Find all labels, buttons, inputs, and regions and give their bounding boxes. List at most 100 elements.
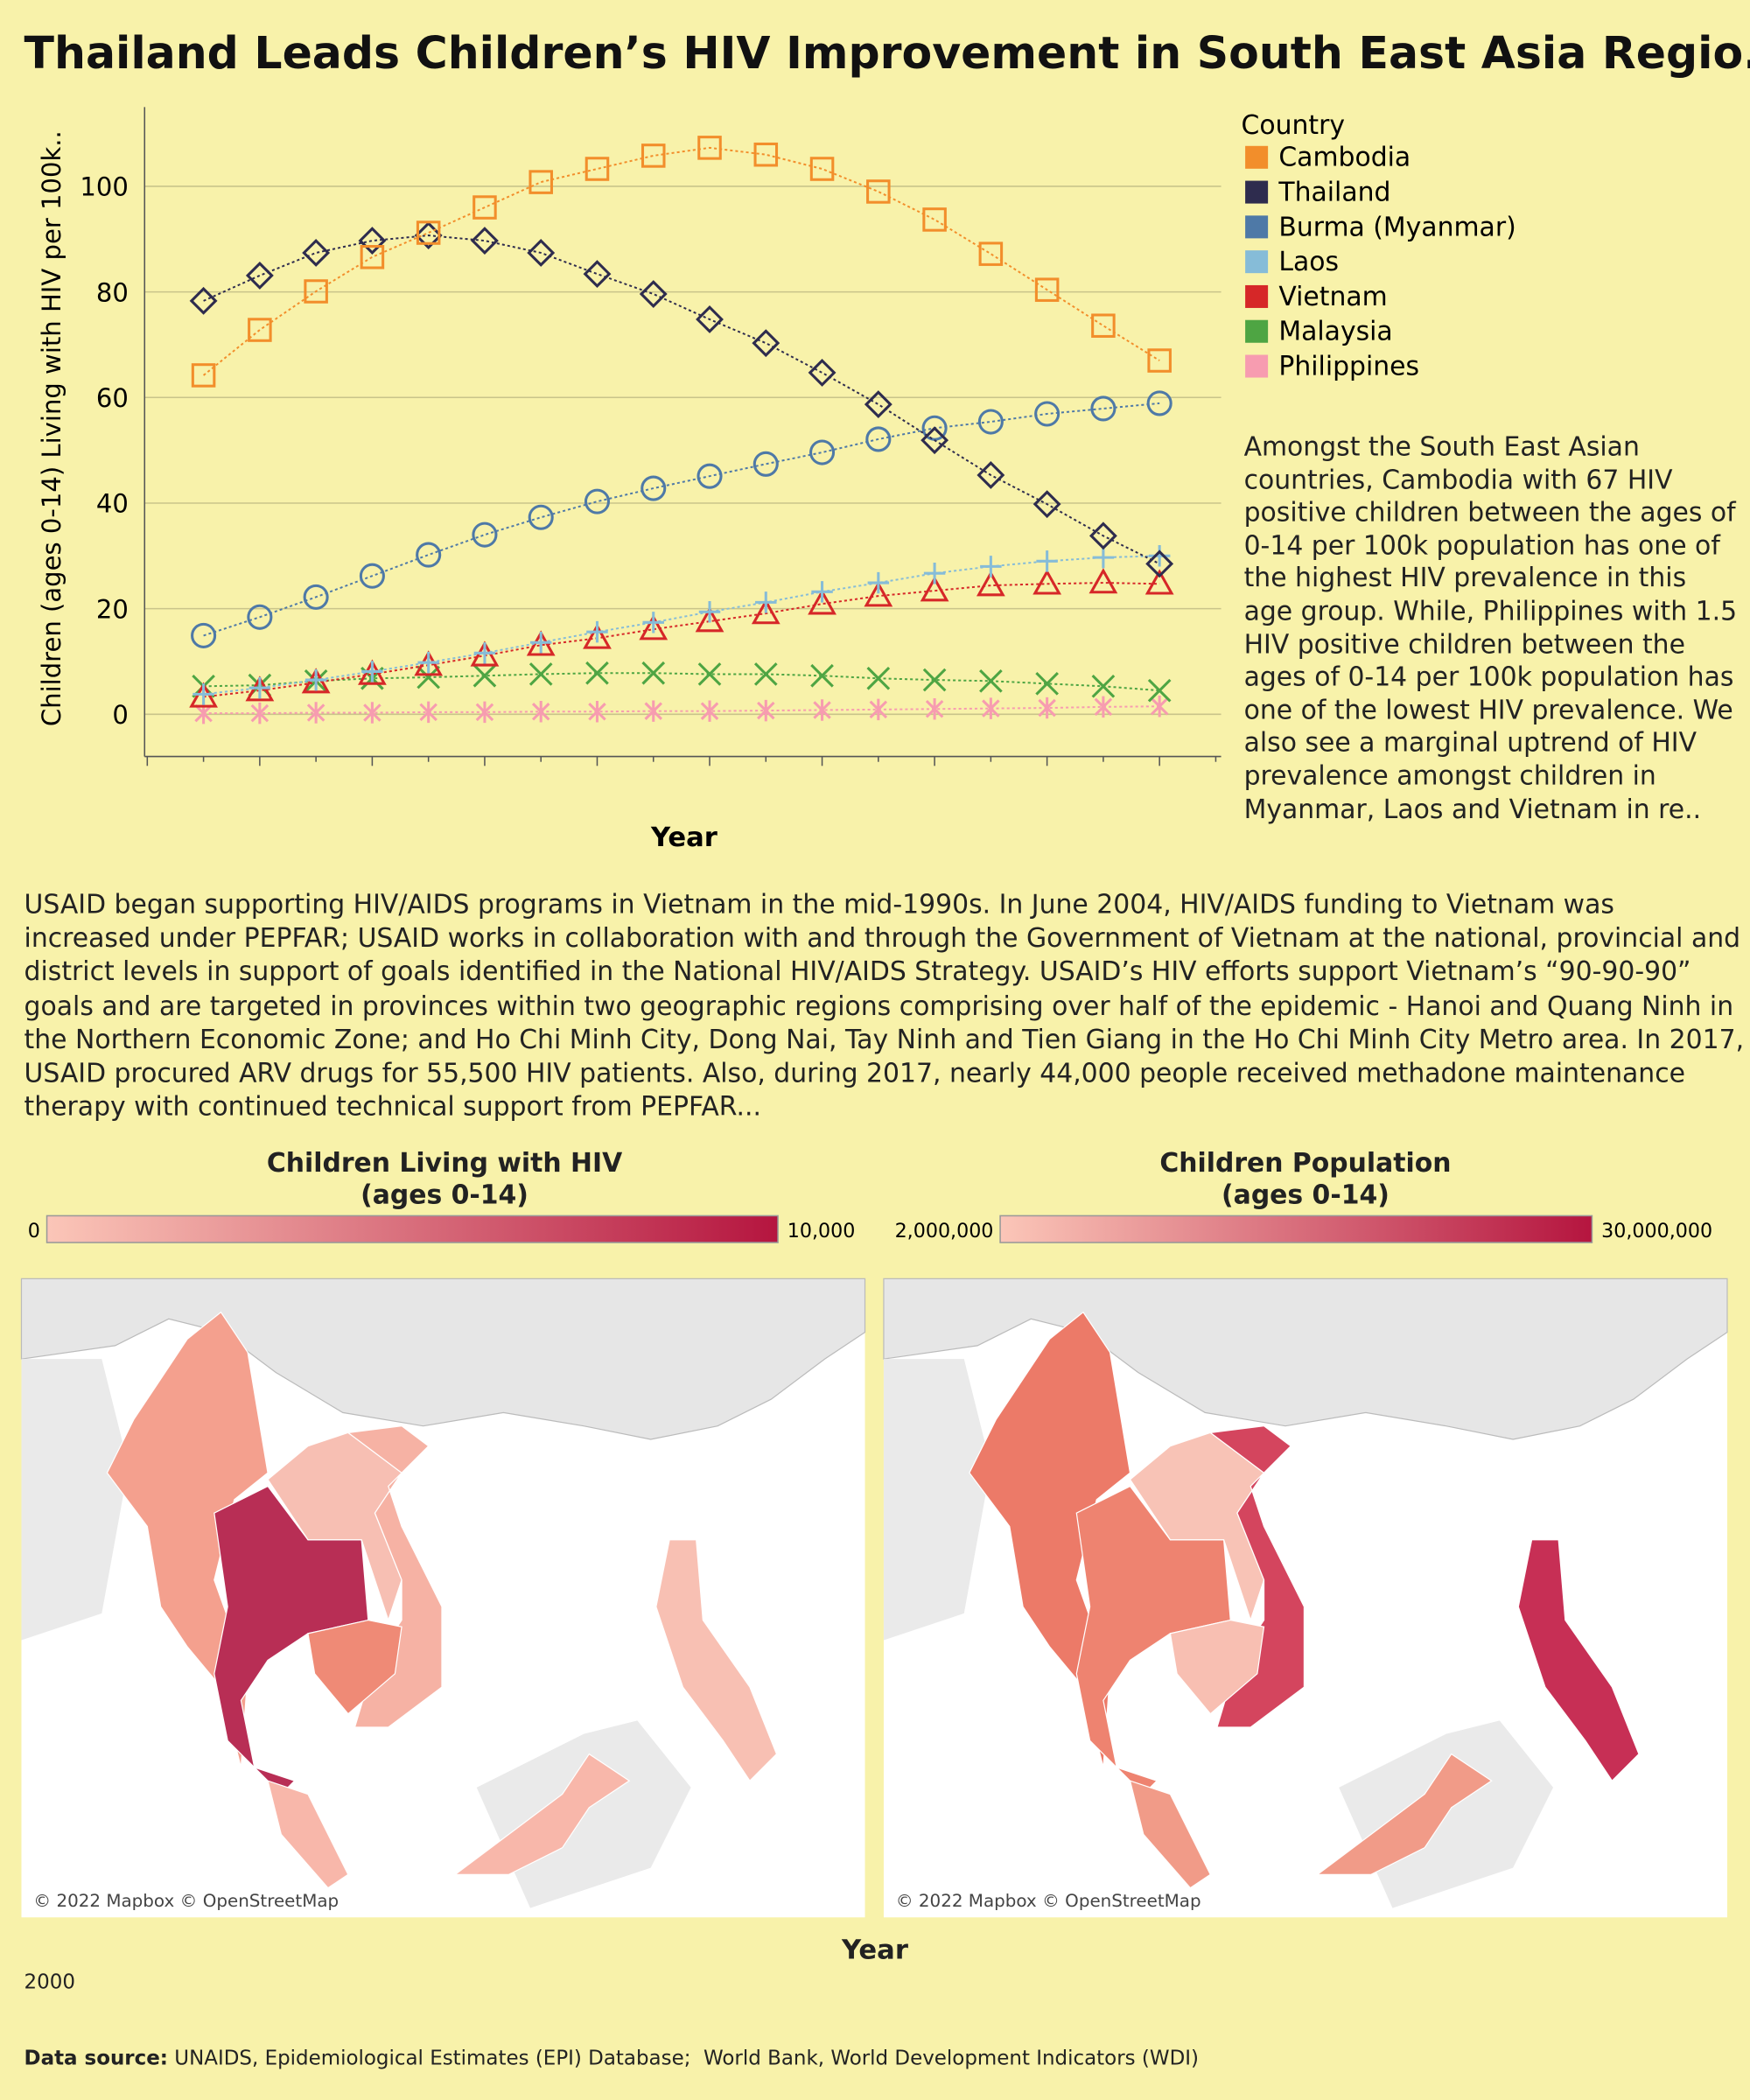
- map-attribution: © 2022 Mapbox © OpenStreetMap: [896, 1891, 1201, 1911]
- marker: [864, 390, 892, 419]
- series-line: [203, 555, 1160, 696]
- marker: [531, 701, 550, 723]
- marker: [1146, 390, 1172, 416]
- footer: Data source: UNAIDS, Epidemiological Est…: [24, 2046, 1199, 2070]
- marker: [695, 606, 724, 633]
- marker: [921, 415, 948, 441]
- marker: [245, 261, 274, 290]
- land: [883, 1359, 1554, 1908]
- y-tick-label: 40: [96, 489, 129, 519]
- marker: [583, 260, 612, 289]
- map-panel: © 2022 Mapbox © OpenStreetMap: [20, 1278, 866, 1918]
- marker: [1034, 401, 1060, 427]
- marker: [303, 584, 329, 610]
- legend-swatch: [1245, 180, 1269, 204]
- marker: [472, 663, 497, 688]
- marker: [1032, 490, 1061, 519]
- year-label: Year: [842, 1933, 908, 1966]
- y-tick-label: 60: [96, 383, 129, 413]
- country: [346, 1425, 443, 1728]
- marker: [979, 668, 1003, 693]
- marker: [976, 570, 1005, 597]
- marker: [642, 612, 664, 634]
- marker: [416, 220, 441, 245]
- marker: [640, 144, 666, 168]
- marker: [639, 280, 668, 308]
- marker: [1150, 696, 1169, 718]
- marker: [698, 601, 721, 623]
- paragraph: USAID began supporting HIV/AIDS programs…: [24, 889, 1745, 1123]
- country: [307, 1619, 402, 1715]
- marker: [865, 426, 892, 452]
- y-tick-label: 20: [96, 594, 129, 624]
- marker: [808, 358, 836, 387]
- marker: [414, 221, 443, 249]
- marker: [191, 622, 217, 648]
- marker: [583, 623, 612, 649]
- legend-label: Vietnam: [1278, 282, 1387, 312]
- map-attribution: © 2022 Mapbox © OpenStreetMap: [33, 1891, 339, 1911]
- marker: [304, 279, 328, 304]
- series-line: [203, 705, 1160, 715]
- marker: [922, 207, 947, 232]
- marker: [419, 701, 438, 724]
- marker: [191, 363, 216, 388]
- marker: [528, 170, 553, 194]
- marker: [864, 581, 893, 607]
- map-title: Children Population (ages 0-14): [884, 1147, 1727, 1211]
- legend-swatch: [1245, 354, 1269, 378]
- marker: [866, 666, 891, 690]
- legend-swatch: [1245, 215, 1269, 239]
- marker: [641, 661, 666, 685]
- marker: [1088, 522, 1117, 550]
- country: [1517, 1539, 1640, 1782]
- marker: [1091, 313, 1116, 338]
- marker: [920, 576, 949, 602]
- marker: [471, 227, 499, 256]
- marker: [925, 698, 944, 720]
- marker: [813, 699, 831, 721]
- marker: [248, 676, 271, 699]
- marker: [869, 698, 888, 721]
- footer-label: Data source:: [24, 2046, 168, 2070]
- land: [883, 1278, 1728, 1440]
- marker: [810, 663, 834, 688]
- map-panel: © 2022 Mapbox © OpenStreetMap: [883, 1278, 1728, 1918]
- marker: [809, 439, 836, 466]
- marker: [753, 662, 778, 686]
- marker: [1147, 678, 1172, 703]
- marker: [417, 651, 439, 674]
- marker: [1092, 546, 1115, 569]
- series-line: [203, 582, 1160, 698]
- marker: [1036, 550, 1058, 572]
- marker: [696, 305, 724, 333]
- marker: [473, 642, 496, 664]
- legend-swatch: [1245, 319, 1269, 343]
- legend-label: Malaysia: [1278, 317, 1392, 347]
- country: [1169, 1619, 1265, 1715]
- marker: [757, 699, 775, 722]
- marker: [752, 451, 779, 477]
- marker: [922, 668, 947, 692]
- marker: [1145, 550, 1174, 578]
- scale-label: 2,000,000: [895, 1220, 994, 1242]
- country: [267, 1753, 631, 1889]
- y-tick-label: 80: [96, 277, 129, 307]
- marker: [1091, 675, 1116, 698]
- marker: [250, 702, 270, 724]
- marker: [360, 245, 385, 270]
- marker: [248, 318, 272, 342]
- marker: [585, 661, 609, 685]
- marker: [755, 592, 777, 613]
- marker: [588, 701, 606, 723]
- legend-label: Philippines: [1278, 351, 1419, 382]
- legend-swatch: [1245, 284, 1269, 308]
- marker: [1034, 277, 1060, 302]
- y-tick-label: 0: [112, 700, 129, 730]
- marker: [920, 426, 949, 455]
- marker: [811, 581, 833, 603]
- legend-title: Country: [1242, 110, 1346, 141]
- marker: [697, 136, 722, 160]
